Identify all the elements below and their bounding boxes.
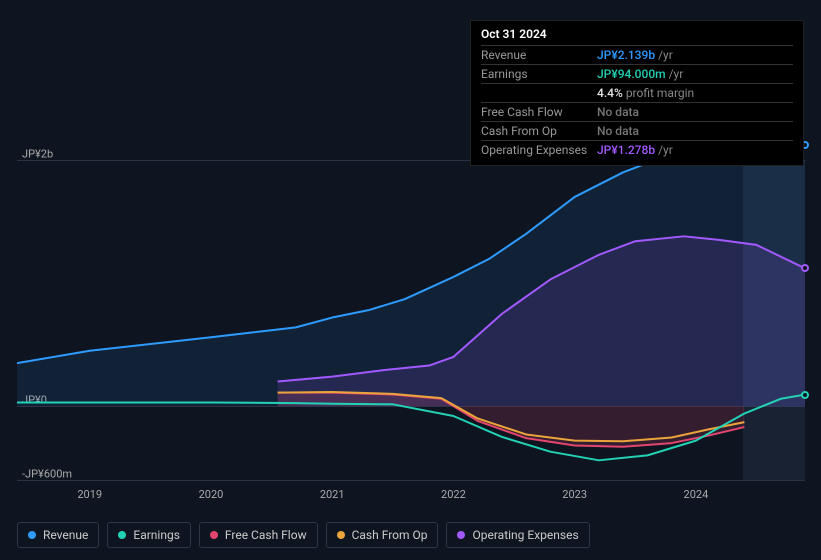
chart-svg [17, 160, 805, 480]
gridline [17, 480, 805, 481]
tooltip-key: Earnings [481, 67, 597, 81]
x-axis-label: 2021 [320, 488, 345, 501]
tooltip-suffix: /yr [658, 143, 673, 157]
tooltip-suffix: profit margin [626, 86, 694, 100]
tooltip-suffix: /yr [658, 48, 673, 62]
tooltip-row: RevenueJP¥2.139b/yr [481, 45, 793, 64]
tooltip-suffix: /yr [669, 67, 684, 81]
tooltip-key: Cash From Op [481, 124, 597, 138]
tooltip-key: Operating Expenses [481, 143, 597, 157]
x-axis-label: 2019 [77, 488, 102, 501]
y-axis-label: JP¥2b [22, 148, 53, 161]
legend-label: Earnings [133, 528, 180, 542]
tooltip-row: Cash From OpNo data [481, 121, 793, 140]
tooltip-row: Operating ExpensesJP¥1.278b/yr [481, 140, 793, 159]
legend-label: Free Cash Flow [225, 528, 307, 542]
tooltip-value: No data [597, 105, 639, 119]
legend-label: Cash From Op [352, 528, 428, 542]
series-end-dot-earnings [801, 391, 809, 399]
tooltip-value: JP¥94.000m [597, 67, 666, 81]
x-axis-label: 2023 [562, 488, 587, 501]
tooltip-key [481, 86, 597, 100]
series-end-dot-operating_expenses [801, 264, 809, 272]
legend-dot-icon [28, 531, 36, 539]
legend-item-cash_from_op[interactable]: Cash From Op [326, 522, 439, 548]
legend-item-free_cash_flow[interactable]: Free Cash Flow [199, 522, 318, 548]
x-axis-label: 2022 [441, 488, 466, 501]
tooltip-row: Free Cash FlowNo data [481, 102, 793, 121]
x-axis-label: 2020 [199, 488, 224, 501]
legend-dot-icon [210, 531, 218, 539]
tooltip-key: Free Cash Flow [481, 105, 597, 119]
tooltip-row: 4.4%profit margin [481, 83, 793, 102]
tooltip-value: No data [597, 124, 639, 138]
tooltip-value: 4.4% [597, 86, 623, 100]
tooltip: Oct 31 2024 RevenueJP¥2.139b/yrEarningsJ… [470, 20, 804, 166]
tooltip-row: EarningsJP¥94.000m/yr [481, 64, 793, 83]
chart-area[interactable] [17, 160, 805, 480]
legend-item-operating_expenses[interactable]: Operating Expenses [446, 522, 589, 548]
legend-item-revenue[interactable]: Revenue [17, 522, 99, 548]
tooltip-value: JP¥2.139b [597, 48, 655, 62]
legend-item-earnings[interactable]: Earnings [107, 522, 191, 548]
tooltip-key: Revenue [481, 48, 597, 62]
legend-label: Operating Expenses [472, 528, 578, 542]
legend: Revenue Earnings Free Cash Flow Cash From O… [17, 522, 590, 548]
legend-label: Revenue [43, 528, 88, 542]
legend-dot-icon [457, 531, 465, 539]
x-axis-label: 2024 [684, 488, 709, 501]
tooltip-value: JP¥1.278b [597, 143, 655, 157]
legend-dot-icon [118, 531, 126, 539]
tooltip-title: Oct 31 2024 [481, 27, 793, 45]
legend-dot-icon [337, 531, 345, 539]
